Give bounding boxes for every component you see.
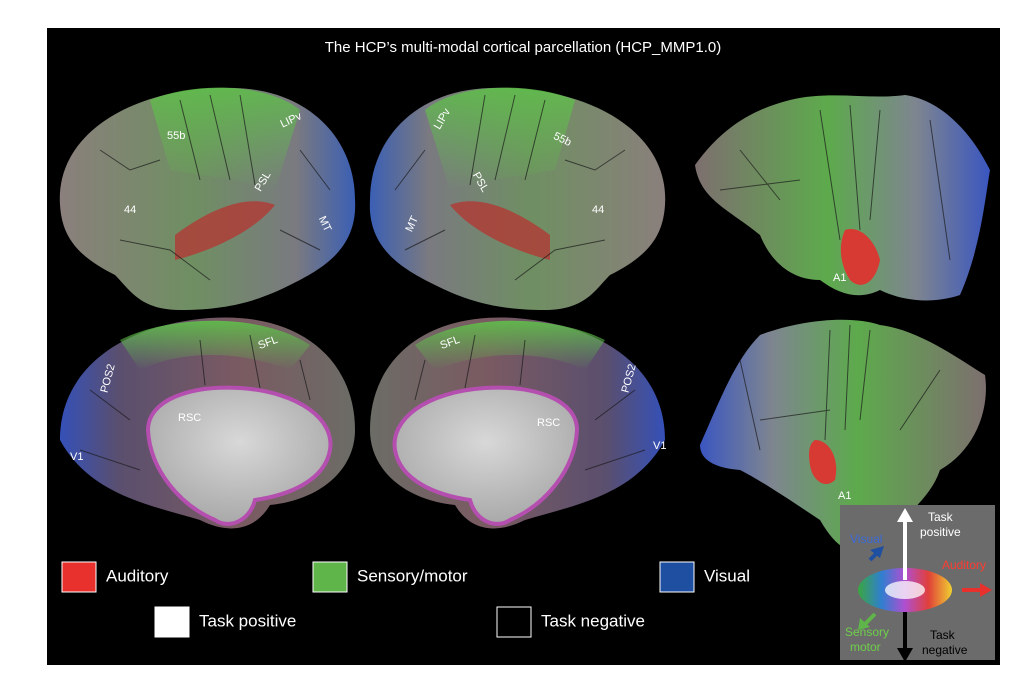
- region-label: 55b: [167, 130, 185, 142]
- key-label: Task: [928, 510, 954, 524]
- legend-swatch: [154, 606, 190, 638]
- key-label: positive: [920, 525, 961, 539]
- brain-lateral-left: [59, 87, 356, 310]
- legend-label: Task negative: [541, 611, 645, 630]
- key-label: motor: [850, 640, 881, 654]
- title: The HCP’s multi-modal cortical parcellat…: [325, 39, 722, 56]
- key-label: negative: [922, 643, 968, 657]
- legend-label: Sensory/motor: [357, 566, 468, 585]
- legend: Auditory Sensory/motor Visual Task positive…: [61, 561, 750, 638]
- key-label: Sensory: [845, 625, 889, 639]
- region-label: A1: [833, 272, 846, 284]
- brain-medial-right: [370, 317, 665, 529]
- brain-lateral-right: [369, 87, 666, 310]
- legend-swatch: [61, 561, 97, 593]
- legend-label: Task positive: [199, 611, 296, 630]
- legend-swatch: [659, 561, 695, 593]
- legend-swatch: [496, 606, 532, 638]
- flat-map-bottom: [700, 319, 986, 552]
- region-label: 44: [124, 204, 136, 216]
- region-label: A1: [838, 490, 851, 502]
- key: Task positive Visual Auditory Sensory mo…: [840, 505, 995, 662]
- region-label: V1: [70, 451, 83, 463]
- legend-label: Visual: [704, 566, 750, 585]
- region-label: 44: [592, 204, 604, 216]
- region-label: RSC: [537, 417, 560, 429]
- brain-medial-left: [60, 317, 355, 529]
- flat-map-top: [695, 95, 990, 301]
- key-label: Task: [930, 628, 956, 642]
- region-label: RSC: [178, 412, 201, 424]
- legend-label: Auditory: [106, 566, 169, 585]
- region-label: V1: [653, 440, 666, 452]
- key-label: Visual: [850, 532, 882, 546]
- key-label: Auditory: [942, 558, 986, 572]
- legend-swatch: [312, 561, 348, 593]
